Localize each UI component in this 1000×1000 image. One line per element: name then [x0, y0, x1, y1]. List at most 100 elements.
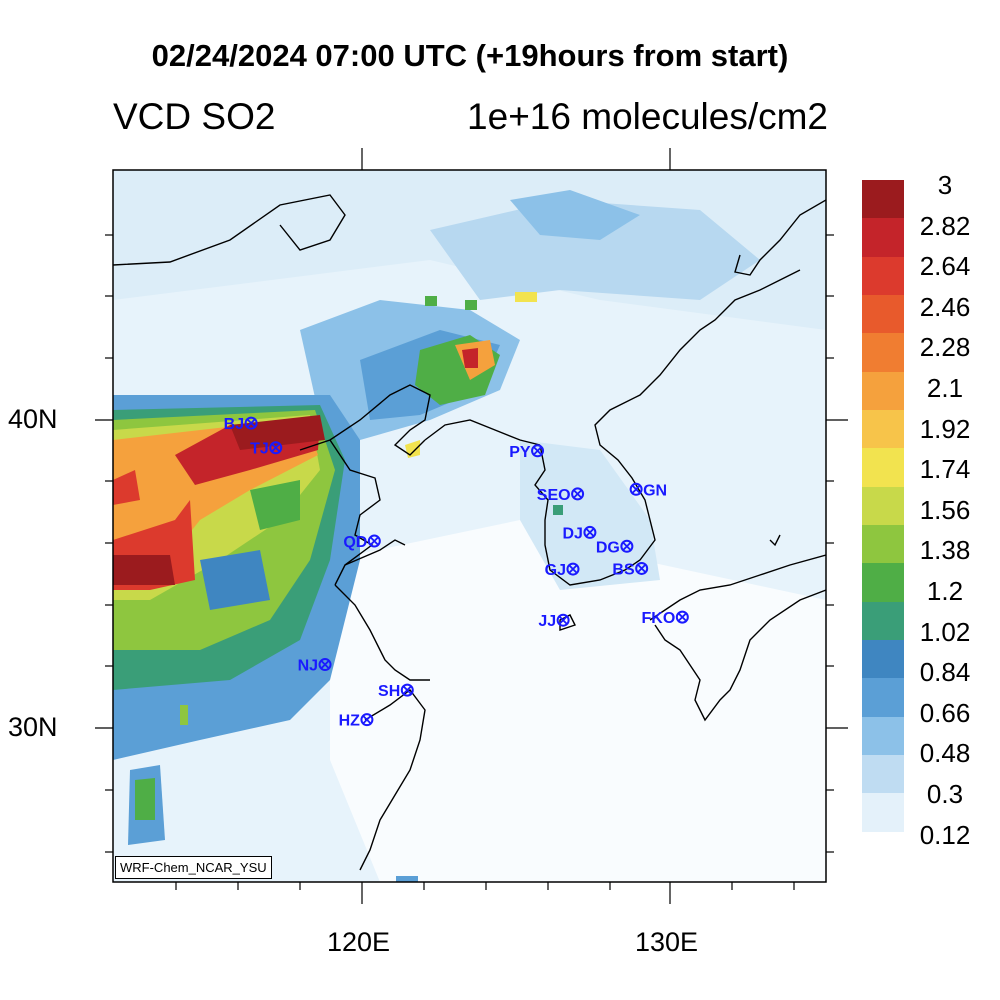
colorbar-segment — [862, 218, 904, 258]
station-cross — [585, 527, 595, 537]
station-cross — [402, 685, 412, 695]
tick-marks — [95, 148, 848, 904]
colorbar-label: 0.84 — [919, 657, 971, 688]
coastlines — [113, 194, 826, 871]
station-cross — [369, 536, 379, 546]
station-marker: BS — [612, 561, 649, 578]
station-cross — [637, 564, 647, 573]
colorbar-label: 2.82 — [919, 210, 971, 241]
station-cross — [573, 489, 583, 499]
colorbar-label: 0.48 — [919, 738, 971, 769]
station-label: DG — [596, 539, 620, 556]
station-symbol — [556, 613, 570, 627]
colorbar-segment — [862, 295, 904, 334]
station-symbol — [531, 444, 545, 458]
station-symbol — [269, 441, 283, 455]
station-marker: PY — [509, 444, 545, 461]
colorbar — [862, 180, 904, 871]
station-cross — [677, 612, 687, 622]
clean-air-region — [330, 520, 826, 882]
station-symbol — [367, 534, 381, 548]
station-cross — [320, 660, 330, 669]
colorbar-segment — [862, 333, 904, 373]
ne-plume — [430, 200, 760, 300]
colorbar-segment — [862, 793, 904, 833]
lon-label-120e: 120E — [327, 927, 391, 957]
station-label: BS — [612, 561, 635, 578]
station-cross — [631, 484, 641, 494]
station-symbol — [400, 683, 414, 697]
station-label: GN — [643, 482, 667, 499]
units-label: 1e+16 molecules/cm2 — [467, 96, 828, 137]
station-label: HZ — [339, 713, 361, 730]
colorbar-segment — [862, 410, 904, 449]
colorbar-label: 0.12 — [919, 819, 971, 850]
lat-label-30n: 30N — [8, 712, 58, 742]
plot-frame — [112, 169, 827, 883]
station-marker: BJ — [224, 416, 258, 433]
lat-label-40n: 40N — [8, 404, 58, 434]
station-marker: SEO — [537, 487, 585, 504]
station-symbol — [635, 561, 649, 575]
station-label: PY — [509, 444, 531, 461]
station-label: NJ — [298, 658, 318, 675]
colorbar-label: 1.2 — [926, 576, 964, 606]
colorbar-segment — [862, 525, 904, 564]
colorbar-segment — [862, 486, 904, 526]
station-label: BJ — [224, 416, 244, 433]
station-label: SEO — [537, 487, 571, 504]
colorbar-segment — [862, 180, 904, 219]
station-cross — [622, 541, 632, 551]
model-tag: WRF-Chem_NCAR_YSU — [115, 856, 272, 879]
colorbar-segment — [862, 678, 904, 718]
colorbar-label: 2.64 — [919, 251, 971, 282]
station-cross — [362, 715, 372, 725]
colorbar-label: 1.74 — [919, 454, 971, 485]
colorbar-segment — [862, 563, 904, 603]
station-marker: NJ — [298, 658, 332, 675]
colorbar-label: 1.56 — [919, 494, 971, 525]
colorbar-label: 2.1 — [926, 373, 964, 403]
colorbar-segment — [862, 448, 904, 488]
colorbar-label: 0.3 — [926, 779, 964, 809]
colorbar-segment — [862, 371, 904, 411]
station-label: FKO — [642, 610, 676, 627]
colorbar-label: 1.92 — [919, 413, 971, 444]
station-cross — [246, 418, 256, 428]
station-marker: QD — [343, 534, 381, 551]
lon-label-130e: 130E — [635, 927, 699, 957]
colorbar-segment — [862, 716, 904, 756]
colorbar-label: 1.02 — [919, 616, 971, 647]
station-symbol — [583, 525, 597, 539]
station-marker: SH — [378, 683, 414, 700]
station-marker: FKO — [642, 610, 689, 627]
colorbar-segment — [862, 831, 904, 871]
station-marker: DG — [596, 539, 634, 556]
station-symbol — [571, 487, 585, 501]
station-symbol — [318, 658, 332, 672]
station-marker: TJ — [250, 441, 283, 458]
station-symbol — [360, 713, 374, 727]
stations-layer: BJ TJ PY SEO GN DJ DG QD GJ BS JJ FKO NJ SH HZ — [224, 416, 689, 730]
colorbar-label: 2.28 — [919, 332, 971, 363]
colorbar-label: 1.38 — [919, 535, 971, 566]
station-marker: JJ — [538, 613, 570, 630]
station-cross — [533, 446, 542, 456]
ne-plume-core — [510, 190, 640, 240]
station-symbol — [629, 482, 643, 496]
station-symbol — [620, 539, 634, 553]
station-marker: DJ — [562, 525, 597, 542]
colorbar-label: 3 — [937, 170, 953, 200]
colorbar-label: 0.66 — [919, 697, 971, 728]
colorbar-segment — [862, 640, 904, 679]
station-symbol — [675, 610, 689, 624]
station-label: QD — [343, 534, 367, 551]
station-cross — [558, 615, 568, 625]
station-symbol — [566, 562, 580, 576]
colorbar-segment — [862, 256, 904, 296]
station-label: TJ — [250, 441, 269, 458]
colorbar-label: 2.46 — [919, 291, 971, 322]
station-cross — [568, 564, 578, 574]
map-title: 02/24/2024 07:00 UTC (+19hours from star… — [151, 38, 789, 73]
